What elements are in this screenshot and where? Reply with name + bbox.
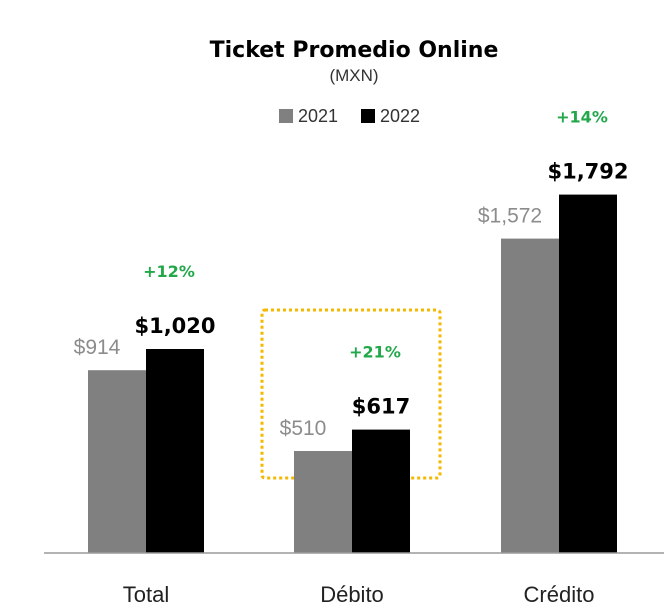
value-label-2022-2: $1,792 [547, 160, 628, 184]
bar-2022-1 [352, 429, 410, 553]
value-label-2021-2: $1,572 [478, 205, 542, 228]
value-label-2022-1: $617 [352, 395, 410, 419]
chart-title: Ticket Promedio Online [210, 38, 499, 63]
legend-label-2021: 2021 [298, 106, 338, 126]
value-label-2021-0: $914 [74, 336, 121, 359]
labels-group: $914 $1,020 +12% $510 $617 +21% $1,572$1,792 +1… [74, 108, 629, 440]
legend-swatch-2021 [279, 109, 293, 123]
category-label-2: Crédito [524, 582, 595, 607]
chart-subtitle: (MXN) [329, 66, 378, 85]
value-label-2022-0: $1,020 [134, 314, 215, 338]
highlight-box [260, 308, 442, 480]
legend-item-2021: 2021 [279, 106, 338, 126]
growth-label-1: +21% [349, 343, 401, 362]
legend: 2021 2022 [279, 106, 420, 126]
category-label-0: Total [123, 582, 169, 607]
category-label-1: Débito [320, 582, 384, 607]
growth-label-0: +12% [143, 262, 195, 281]
legend-item-2022: 2022 [361, 106, 420, 126]
value-label-2021-1: $510 [280, 417, 327, 440]
highlight-group [260, 308, 442, 480]
bar-2022-0 [146, 349, 204, 553]
bar-2021-1 [294, 451, 352, 553]
growth-label-2: +14% [556, 108, 608, 127]
bar-2022-2 [559, 194, 617, 553]
legend-swatch-2022 [361, 109, 375, 123]
bars-group [88, 194, 617, 553]
legend-label-2022: 2022 [380, 106, 420, 126]
category-labels: Total Débito Crédito [123, 582, 595, 607]
bar-2021-2 [501, 238, 559, 553]
bar-2021-0 [88, 370, 146, 553]
